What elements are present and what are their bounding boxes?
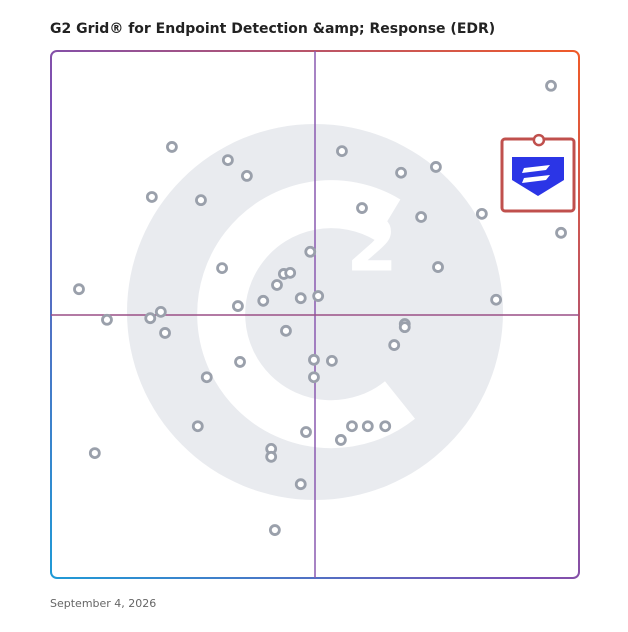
point [234, 356, 246, 368]
svg-text:2: 2 [346, 203, 398, 289]
point [257, 294, 270, 307]
point [294, 292, 307, 305]
point [334, 434, 347, 446]
point [388, 339, 401, 351]
point [379, 420, 392, 433]
point [166, 141, 178, 153]
point [555, 226, 567, 239]
point [432, 261, 444, 273]
point [415, 211, 428, 223]
point [268, 524, 281, 536]
point [475, 207, 488, 220]
point [545, 79, 557, 92]
point [325, 354, 338, 367]
point [191, 420, 204, 433]
point [532, 133, 546, 147]
point [271, 279, 283, 291]
point [490, 293, 503, 306]
point [336, 145, 348, 158]
point [356, 202, 368, 214]
point [280, 324, 292, 337]
point [195, 194, 207, 207]
point [216, 262, 228, 275]
point [221, 154, 234, 166]
point [144, 312, 157, 325]
point [398, 321, 411, 334]
point [265, 450, 278, 463]
point [284, 266, 297, 279]
point [308, 353, 320, 366]
point [346, 420, 358, 433]
point [159, 327, 171, 339]
point [304, 245, 317, 258]
point [154, 305, 167, 318]
point [145, 191, 158, 203]
point [101, 313, 113, 326]
point [232, 300, 244, 312]
point [395, 166, 407, 179]
point [294, 478, 307, 491]
logo-stripes [522, 165, 550, 183]
point [240, 169, 253, 182]
point [312, 290, 325, 302]
date: September 4, 2026 [50, 597, 156, 610]
point [300, 426, 312, 438]
point [430, 161, 442, 173]
point [73, 283, 85, 296]
point [361, 420, 374, 433]
point [200, 371, 213, 384]
point [308, 371, 320, 384]
point [88, 447, 101, 460]
chart-title: G2 Grid® for Endpoint Detection &amp; Re… [50, 21, 495, 37]
